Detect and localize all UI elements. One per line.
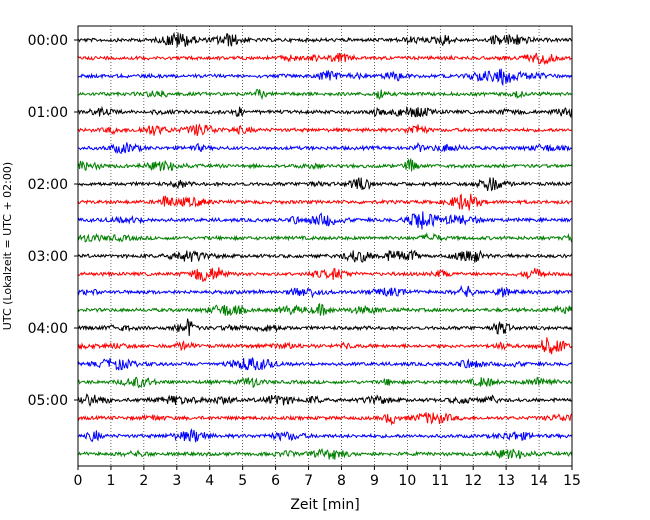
trace-row-23 [77, 428, 573, 443]
trace-row-13 [77, 249, 573, 263]
trace-row-18 [77, 337, 573, 355]
trace-row-2 [77, 52, 572, 66]
x-tick-label: 0 [74, 473, 83, 489]
trace-row-17 [77, 318, 573, 337]
x-tick-label: 8 [337, 473, 346, 489]
trace-row-12 [77, 231, 573, 243]
trace-row-5 [77, 105, 573, 118]
y-axis-ticks: 00:00 01:00 02:00 03:00 04:00 05:00 [28, 33, 78, 409]
x-tick-label: 13 [497, 473, 515, 489]
trace-row-1 [77, 31, 573, 47]
trace-row-9 [77, 177, 572, 192]
trace-row-3 [77, 68, 573, 87]
trace-row-21 [77, 393, 572, 408]
trace-row-4 [77, 88, 572, 101]
plot-frame [77, 25, 573, 467]
trace-row-7 [77, 141, 572, 155]
x-tick-label: 3 [172, 473, 181, 489]
y-axis-label: UTC (Lokalzeit = UTC + 02:00) [1, 162, 14, 330]
y-tick-label: 02:00 [28, 177, 68, 193]
trace-row-11 [77, 211, 572, 230]
trace-row-16 [77, 303, 573, 317]
trace-row-19 [77, 357, 573, 371]
trace-row-22 [77, 412, 573, 426]
x-tick-label: 9 [370, 473, 379, 489]
trace-row-10 [77, 193, 572, 211]
y-tick-label: 00:00 [28, 33, 68, 49]
x-tick-label: 14 [530, 473, 548, 489]
x-tick-label: 1 [106, 473, 115, 489]
trace-row-24 [77, 447, 573, 460]
trace-row-8 [77, 157, 573, 172]
y-tick-label: 04:00 [28, 321, 68, 337]
x-tick-label: 4 [205, 473, 214, 489]
trace-row-14 [77, 267, 573, 283]
trace-row-20 [78, 376, 573, 389]
vertical-grid-lines [110, 26, 540, 466]
x-tick-label: 11 [431, 473, 449, 489]
trace-row-15 [77, 284, 572, 299]
y-tick-label: 05:00 [28, 393, 68, 409]
x-axis-ticks: 0 1 2 3 4 5 6 7 8 9 10 11 12 13 14 15 [74, 466, 581, 489]
x-tick-label: 5 [238, 473, 247, 489]
y-tick-label: 03:00 [28, 249, 68, 265]
x-tick-label: 10 [398, 473, 416, 489]
x-tick-label: 7 [304, 473, 313, 489]
x-tick-label: 6 [271, 473, 280, 489]
x-tick-label: 15 [563, 473, 581, 489]
x-tick-label: 2 [139, 473, 148, 489]
x-axis-label: Zeit [min] [290, 497, 359, 513]
trace-rows [77, 31, 573, 460]
trace-row-6 [77, 123, 572, 137]
y-tick-label: 01:00 [28, 105, 68, 121]
x-tick-label: 12 [464, 473, 482, 489]
